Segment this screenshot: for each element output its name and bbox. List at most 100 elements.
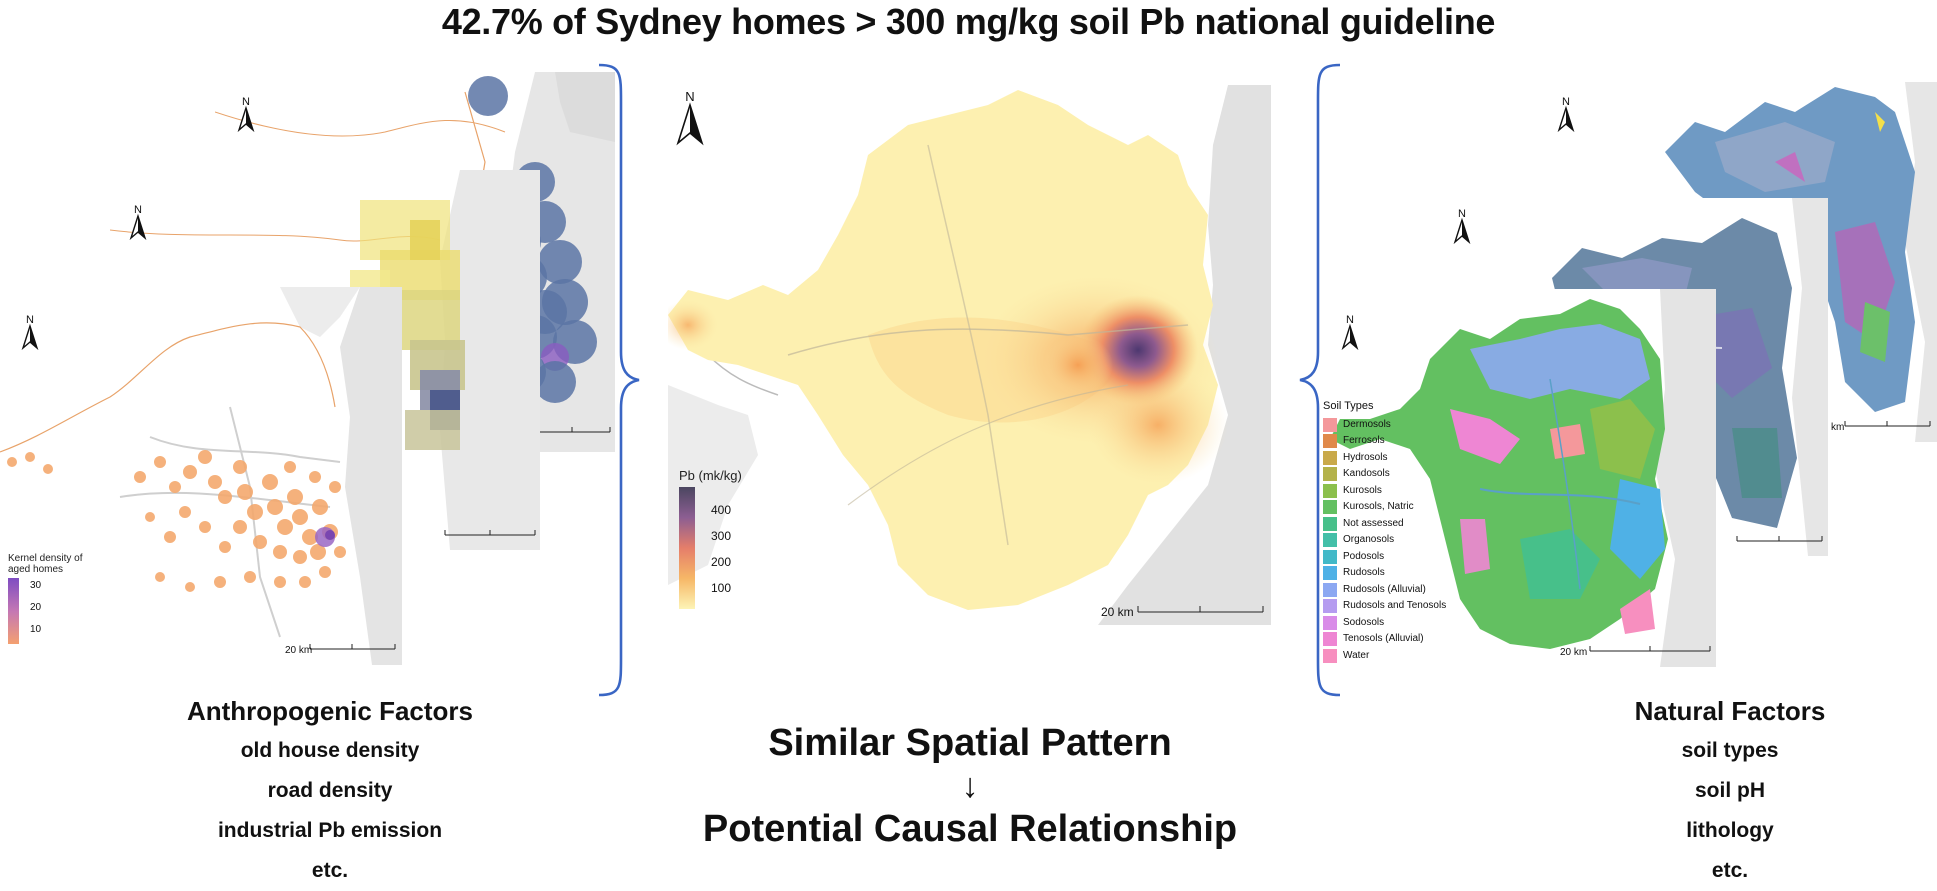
kernel-color-ramp	[8, 578, 19, 644]
soil-legend-item: Ferrosols	[1323, 433, 1453, 450]
kernel-tick-10: 10	[30, 624, 42, 635]
similar-spatial-pattern: Similar Spatial Pattern	[768, 722, 1172, 764]
soil-legend-swatch	[1323, 632, 1337, 647]
left-front-scale: 20 km	[285, 645, 312, 656]
soil-legend-swatch	[1323, 615, 1337, 630]
soil-legend-swatch	[1323, 417, 1337, 432]
soil-legend-swatch	[1323, 516, 1337, 531]
kernel-tick-30: 30	[30, 580, 42, 591]
soil-legend-swatch	[1323, 566, 1337, 581]
soil-legend-swatch	[1323, 483, 1337, 498]
natural-caption: Natural Factors soil types soil pH litho…	[1520, 691, 1937, 891]
svg-text:N: N	[1562, 96, 1570, 108]
left-brace	[598, 63, 640, 697]
right-back-north-arrow: N	[1554, 96, 1578, 141]
soil-legend-item: Not assessed	[1323, 516, 1453, 533]
soil-legend-label: Rudosols	[1343, 567, 1385, 578]
soil-legend-item: Kurosols, Natric	[1323, 499, 1453, 516]
soil-legend-label: Kurosols, Natric	[1343, 501, 1414, 512]
soil-legend-label: Kurosols	[1343, 484, 1382, 496]
center-pb-map: N 20 km	[668, 85, 1271, 625]
soil-legend-swatch	[1323, 648, 1337, 663]
soil-legend-swatch	[1323, 467, 1337, 482]
soil-legend-swatch	[1323, 500, 1337, 515]
north-label: N	[242, 96, 250, 108]
svg-text:N: N	[134, 204, 142, 216]
soil-legend-label: Organosols	[1343, 534, 1395, 545]
left-front-north-arrow: N	[18, 314, 42, 359]
soil-legend-label: Podosols	[1343, 550, 1385, 562]
right-front-map-graphic: N 20 km	[1330, 289, 1716, 667]
center-scale: 20 km	[1101, 605, 1134, 619]
right-back-map-graphic: km	[1665, 82, 1937, 442]
svg-text:N: N	[685, 89, 694, 104]
right-back-scale: km	[1831, 422, 1844, 433]
soil-legend-label: Kandosols	[1343, 468, 1390, 479]
pb-tick-100: 100	[711, 581, 732, 595]
svg-text:N: N	[1350, 289, 1358, 290]
anthropogenic-heading: Anthropogenic Factors	[186, 696, 473, 726]
left-mid-north-arrow: N	[126, 204, 150, 249]
kernel-density-legend: Kernel density of aged homes 30 20 10	[8, 553, 108, 644]
factor-old-house-density: old house density	[240, 739, 420, 762]
factor-road-density: road density	[267, 779, 393, 802]
soil-legend-item: Rudosols and Tenosols	[1323, 598, 1453, 615]
soil-legend-item: Tenosols (Alluvial)	[1323, 631, 1453, 648]
center-caption: Similar Spatial Pattern ↓ Potential Caus…	[640, 720, 1300, 852]
soil-legend-item: Kurosols	[1323, 483, 1453, 500]
soil-legend-label: Sodosols	[1343, 616, 1385, 628]
factor-soil-types: soil types	[1681, 739, 1779, 762]
kernel-legend-title: Kernel density of aged homes	[8, 553, 83, 575]
anthropogenic-caption: Anthropogenic Factors old house density …	[120, 691, 540, 891]
soil-legend-swatch	[1323, 533, 1337, 548]
soil-legend-swatch	[1323, 599, 1337, 614]
soil-types-legend: Soil Types Dermosols Ferrosols Hydrosols Ka…	[1323, 398, 1453, 664]
soil-legend-swatch	[1323, 582, 1337, 597]
svg-text:N: N	[26, 314, 34, 326]
left-back-north-arrow: N	[234, 96, 258, 141]
soil-legend-item: Hydrosols	[1323, 450, 1453, 467]
soil-legend-title: Soil Types	[1323, 400, 1374, 412]
figure-title: 42.7% of Sydney homes > 300 mg/kg soil P…	[441, 1, 1496, 42]
factor-etc-natural: etc.	[1711, 859, 1749, 882]
soil-legend-swatch	[1323, 450, 1337, 465]
left-front-map: 20 km	[0, 287, 402, 665]
svg-text:N: N	[1458, 208, 1466, 220]
potential-causal-relationship: Potential Causal Relationship	[702, 808, 1238, 850]
pb-legend: Pb (mk/kg) 400 300 200 100	[679, 468, 789, 609]
natural-heading: Natural Factors	[1634, 696, 1826, 726]
soil-legend-item: Dermosols	[1323, 417, 1453, 434]
right-front-north-arrow: N	[1338, 314, 1362, 359]
soil-legend-label: Water	[1343, 649, 1370, 661]
pb-color-ramp	[679, 487, 695, 609]
factor-etc: etc.	[311, 859, 349, 882]
soil-legend-label: Rudosols (Alluvial)	[1343, 583, 1426, 595]
soil-legend-label: Ferrosols	[1343, 435, 1385, 446]
center-pb-map-graphic: N 20 km	[668, 85, 1271, 625]
soil-legend-item: Sodosols	[1323, 615, 1453, 632]
factor-lithology: lithology	[1686, 819, 1774, 842]
soil-legend-label: Tenosols (Alluvial)	[1343, 633, 1424, 644]
factor-soil-ph: soil pH	[1694, 779, 1765, 802]
soil-legend-item: Water	[1323, 648, 1453, 665]
soil-legend-item: Organosols	[1323, 532, 1453, 549]
soil-legend-label: Hydrosols	[1343, 451, 1388, 463]
soil-legend-item: Rudosols	[1323, 565, 1453, 582]
soil-legend-label: Rudosols and Tenosols	[1343, 600, 1447, 611]
right-front-scale: 20 km	[1560, 647, 1587, 658]
left-front-map-graphic: 20 km	[0, 287, 402, 665]
svg-text:N: N	[1346, 314, 1354, 326]
down-arrow-icon: ↓	[961, 767, 979, 805]
right-front-map: N 20 km	[1320, 289, 1716, 667]
soil-legend-swatch	[1323, 434, 1337, 449]
factor-industrial-pb-emission: industrial Pb emission	[217, 819, 443, 842]
soil-legend-item: Podosols	[1323, 549, 1453, 566]
right-brace	[1299, 63, 1341, 697]
pb-tick-300: 300	[711, 529, 732, 543]
right-mid-north-arrow: N	[1450, 208, 1474, 253]
soil-legend-item: Kandosols	[1323, 466, 1453, 483]
pb-tick-200: 200	[711, 555, 732, 569]
soil-legend-label: Dermosols	[1343, 418, 1391, 430]
soil-legend-label: Not assessed	[1343, 517, 1404, 529]
soil-legend-item: Rudosols (Alluvial)	[1323, 582, 1453, 599]
